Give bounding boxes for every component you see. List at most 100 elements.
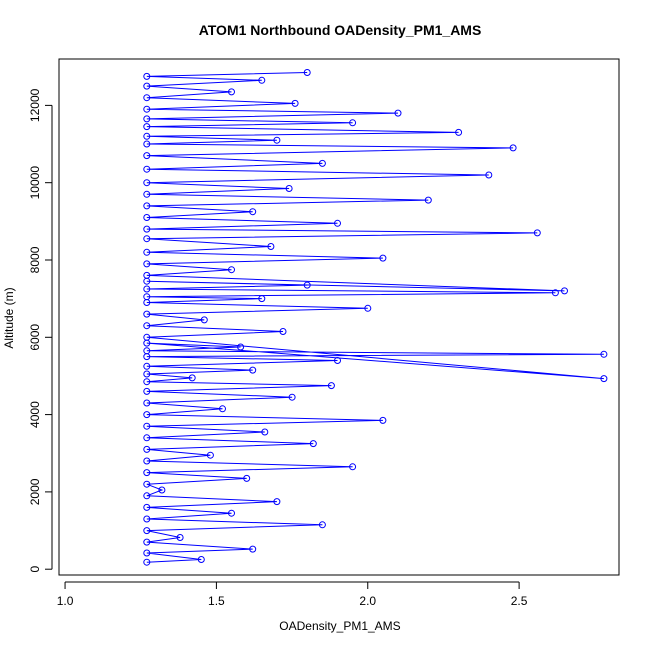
data-point <box>243 474 251 482</box>
data-point <box>261 428 269 436</box>
data-point <box>309 440 317 448</box>
data-point <box>143 492 151 500</box>
data-point <box>143 503 151 511</box>
data-point <box>158 486 166 494</box>
data-point <box>288 393 296 401</box>
data-point <box>143 310 151 318</box>
y-axis: 0 2000 4000 6000 8000 10000 12000 <box>28 88 53 573</box>
x-axis: 1.0 1.5 2.0 2.5 <box>57 581 528 608</box>
data-point <box>143 515 151 523</box>
y-tick-label: 12000 <box>28 88 42 122</box>
data-point <box>285 185 293 192</box>
y-tick-label: 10000 <box>28 166 42 200</box>
data-point <box>143 293 151 301</box>
data-point <box>249 545 257 553</box>
data-point <box>228 509 235 517</box>
data-point <box>188 374 196 382</box>
data-point <box>176 534 184 541</box>
data-point <box>143 225 151 233</box>
data-point <box>327 382 335 390</box>
data-point <box>143 527 151 535</box>
data-point <box>143 82 151 90</box>
data-point <box>228 266 235 274</box>
data-point <box>143 370 151 378</box>
series-line <box>146 72 604 563</box>
data-point <box>237 343 245 351</box>
data-point <box>143 132 151 140</box>
x-tick-label: 2.5 <box>511 594 528 608</box>
data-point <box>228 88 235 96</box>
data-point <box>364 304 372 312</box>
x-tick-label: 2.0 <box>359 594 376 608</box>
plot-area <box>143 69 608 566</box>
data-point <box>143 399 151 407</box>
data-point <box>206 451 214 459</box>
data-point <box>143 140 151 148</box>
data-point <box>303 281 311 289</box>
data-point <box>379 254 387 262</box>
data-point <box>143 123 151 131</box>
data-point <box>334 219 341 227</box>
data-point <box>143 202 151 210</box>
data-point <box>279 328 287 335</box>
data-point <box>455 128 463 136</box>
y-tick-label: 4000 <box>28 401 42 428</box>
data-point <box>143 115 151 123</box>
plot-frame <box>58 58 620 576</box>
data-point <box>394 109 402 117</box>
x-axis-title: OADensity_PM1_AMS <box>279 619 400 633</box>
data-point <box>258 295 266 303</box>
data-point <box>143 94 151 102</box>
data-point <box>143 260 151 268</box>
data-point <box>143 72 151 80</box>
data-point <box>143 469 151 477</box>
data-point <box>249 366 257 374</box>
data-point <box>200 316 208 324</box>
data-point <box>318 521 326 529</box>
data-point <box>318 159 326 167</box>
data-point <box>533 229 541 237</box>
data-point <box>143 480 151 488</box>
data-point <box>143 322 151 330</box>
data-point <box>143 235 151 243</box>
data-point <box>600 375 608 383</box>
data-point <box>143 271 151 279</box>
x-tick-label: 1.0 <box>57 594 74 608</box>
data-point <box>143 179 151 187</box>
data-point <box>509 144 517 152</box>
data-point <box>143 387 151 395</box>
data-point <box>349 463 357 471</box>
data-point <box>143 285 151 293</box>
data-point <box>143 333 151 341</box>
data-point <box>143 362 151 370</box>
data-point <box>143 214 151 221</box>
data-point <box>143 434 151 442</box>
data-point <box>143 347 151 355</box>
data-point <box>273 498 281 506</box>
data-point <box>267 243 275 250</box>
y-axis-title: Altitude (m) <box>2 287 16 348</box>
data-point <box>273 136 281 144</box>
data-point <box>197 556 205 563</box>
data-point <box>143 445 151 453</box>
data-point <box>143 422 151 430</box>
data-point <box>143 411 151 419</box>
data-point <box>485 171 493 179</box>
y-tick-label: 2000 <box>28 478 42 505</box>
data-point <box>291 99 299 107</box>
data-point <box>258 76 266 84</box>
y-tick-label: 6000 <box>28 324 42 351</box>
data-point <box>600 350 608 358</box>
data-point <box>334 357 341 364</box>
chart-title: ATOM1 Northbound OADensity_PM1_AMS <box>199 22 482 38</box>
data-point <box>143 165 151 173</box>
data-point <box>551 289 559 297</box>
data-point <box>249 208 257 216</box>
data-point <box>303 69 311 76</box>
data-point <box>143 105 151 113</box>
data-point <box>349 119 357 127</box>
data-point <box>143 457 151 465</box>
data-point <box>219 405 226 413</box>
data-point <box>379 416 387 424</box>
